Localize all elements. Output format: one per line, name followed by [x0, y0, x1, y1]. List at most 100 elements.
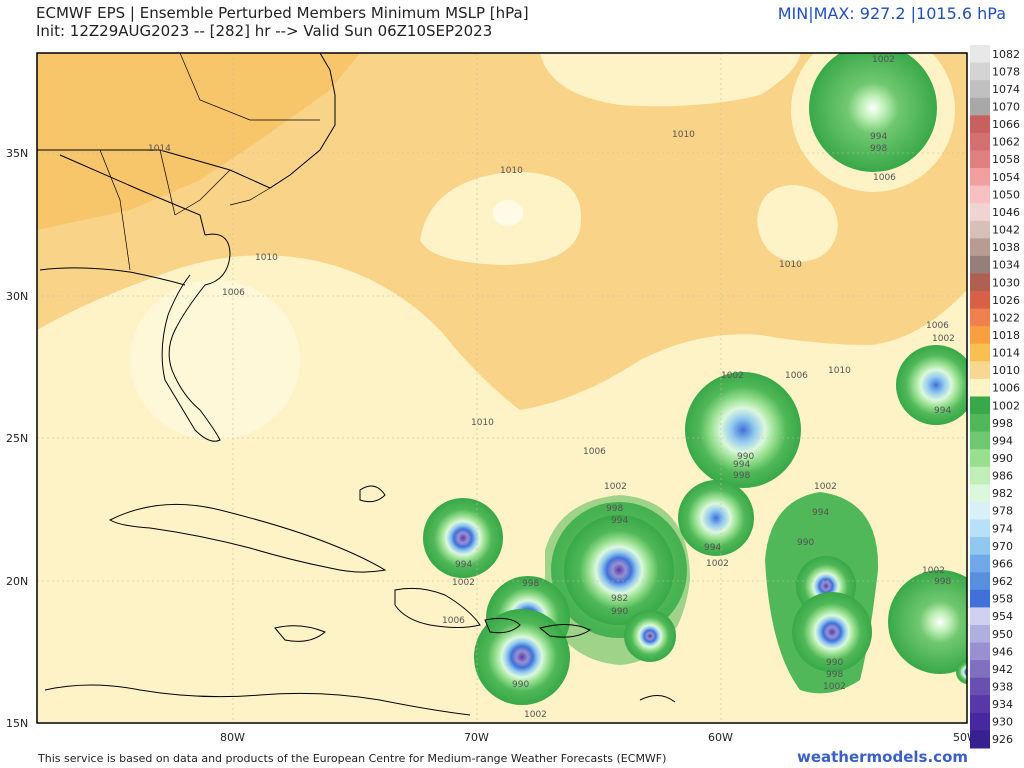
- attribution-text: This service is based on data and produc…: [38, 752, 667, 765]
- colorbar-label: 962: [992, 575, 1013, 588]
- colorbar-swatch: [970, 273, 990, 292]
- chart-subtitle: Init: 12Z29AUG2023 -- [282] hr --> Valid…: [36, 22, 493, 40]
- contour-label: 990: [737, 452, 754, 462]
- mslp-1010-center: [493, 200, 523, 226]
- colorbar-swatch: [970, 97, 990, 116]
- low-pressure-ne: [809, 53, 937, 172]
- colorbar-swatch: [970, 378, 990, 397]
- colorbar-swatch: [970, 238, 990, 257]
- colorbar-label: 1058: [992, 153, 1020, 166]
- colorbar-label: 970: [992, 540, 1013, 553]
- coastlines: [37, 53, 676, 716]
- colorbar-label: 950: [992, 628, 1013, 641]
- colorbar-label: 1022: [992, 311, 1020, 324]
- contour-label: 1002: [814, 482, 837, 492]
- contour-label: 982: [611, 594, 628, 604]
- lon-label: 70W: [464, 731, 489, 744]
- map-frame: [36, 52, 968, 724]
- contour-label: 1002: [524, 710, 547, 720]
- colorbar-swatch: [970, 150, 990, 169]
- colorbar-swatch: [970, 501, 990, 521]
- low-pressure-north-central: [685, 372, 801, 488]
- lat-lon-grid: [37, 53, 967, 723]
- contour-label: 990: [512, 680, 529, 690]
- colorbar-swatch: [970, 660, 990, 679]
- colorbar-label: 1030: [992, 276, 1020, 289]
- colorbar-swatch: [970, 607, 990, 626]
- contour-label: 1006: [442, 616, 465, 626]
- contour-label: 994: [870, 132, 887, 142]
- contour-label: 1006: [785, 371, 808, 381]
- contour-label: 994: [733, 460, 750, 470]
- contour-label: 994: [611, 516, 628, 526]
- colorbar-label: 1026: [992, 294, 1020, 307]
- colorbar-swatch: [970, 519, 990, 538]
- colorbar-label: 990: [992, 452, 1013, 465]
- lat-axis: 35N 30N 25N 20N 15N: [6, 147, 28, 730]
- lon-axis: 80W 70W 60W 50W: [220, 731, 978, 744]
- colorbar-swatch: [970, 80, 990, 99]
- contour-label: 994: [812, 508, 829, 518]
- colorbar-label: 978: [992, 505, 1013, 518]
- contour-labels: 1014 1010 1006 1010 1010 1002 994 998 10…: [148, 55, 955, 720]
- colorbar-swatch: [970, 396, 990, 415]
- colorbar-swatch: [970, 45, 990, 64]
- colorbar-swatch: [970, 624, 990, 644]
- colorbar: 1082 1078 1074 1070 1066 1062 1058 1054 1050 1046…: [970, 45, 1020, 749]
- colorbar-swatch: [970, 255, 990, 274]
- colorbar-swatch: [970, 572, 990, 591]
- colorbar-swatch: [970, 308, 990, 327]
- contour-label: 1002: [932, 334, 955, 344]
- colorbar-swatch: [970, 203, 990, 222]
- colorbar-swatch: [970, 484, 990, 503]
- mslp-1006-band: [540, 53, 800, 107]
- colorbar-label: 1066: [992, 118, 1020, 131]
- map-field: 1014 1010 1006 1010 1010 1002 994 998 10…: [37, 53, 967, 723]
- colorbar-label: 986: [992, 470, 1013, 483]
- colorbar-label: 938: [992, 680, 1013, 693]
- colorbar-label: 982: [992, 487, 1013, 500]
- colorbar-label: 1078: [992, 65, 1020, 78]
- lat-label: 30N: [6, 290, 28, 303]
- colorbar-swatch: [970, 712, 990, 731]
- contour-label: 998: [733, 471, 750, 481]
- colorbar-swatch: [970, 449, 990, 468]
- colorbar-label: 966: [992, 557, 1013, 570]
- colorbar-label: 1002: [992, 399, 1020, 412]
- colorbar-label: 954: [992, 610, 1013, 623]
- colorbar-label: 934: [992, 698, 1013, 711]
- low-pressure-west: [423, 498, 503, 578]
- contour-label: 1010: [672, 130, 695, 140]
- contour-label: 990: [826, 658, 843, 668]
- colorbar-label: 1070: [992, 101, 1020, 114]
- colorbar-swatch: [970, 431, 990, 450]
- colorbar-swatch: [970, 730, 990, 749]
- colorbar-label: 974: [992, 522, 1013, 535]
- contour-label: 998: [934, 577, 951, 587]
- colorbar-swatch: [970, 291, 990, 310]
- contour-label: 990: [611, 607, 628, 617]
- contour-label: 990: [797, 538, 814, 548]
- contour-label: 1002: [823, 682, 846, 692]
- colorbar-label: 1038: [992, 241, 1020, 254]
- lat-label: 25N: [6, 432, 28, 445]
- contour-label: 1006: [222, 288, 245, 298]
- contour-label: 1006: [926, 321, 949, 331]
- low-pressure-edge: [956, 660, 967, 684]
- state-borders: [99, 53, 320, 271]
- colorbar-label: 1034: [992, 259, 1020, 272]
- colorbar-label: 998: [992, 417, 1013, 430]
- low-pressure-main-core: [564, 515, 674, 625]
- min-max-readout: MIN|MAX: 927.2 |1015.6 hPa: [777, 4, 1006, 23]
- colorbar-label: 1042: [992, 224, 1020, 237]
- contour-label: 1010: [500, 166, 523, 176]
- colorbar-swatch: [970, 168, 990, 187]
- low-pressure-far-east: [888, 570, 967, 674]
- contour-label: 1010: [779, 260, 802, 270]
- contour-label: 1002: [721, 371, 744, 381]
- contour-label: 994: [704, 543, 721, 553]
- contour-label: 1006: [873, 173, 896, 183]
- brand-link[interactable]: weathermodels.com: [796, 748, 968, 766]
- contour-label: 998: [606, 504, 623, 514]
